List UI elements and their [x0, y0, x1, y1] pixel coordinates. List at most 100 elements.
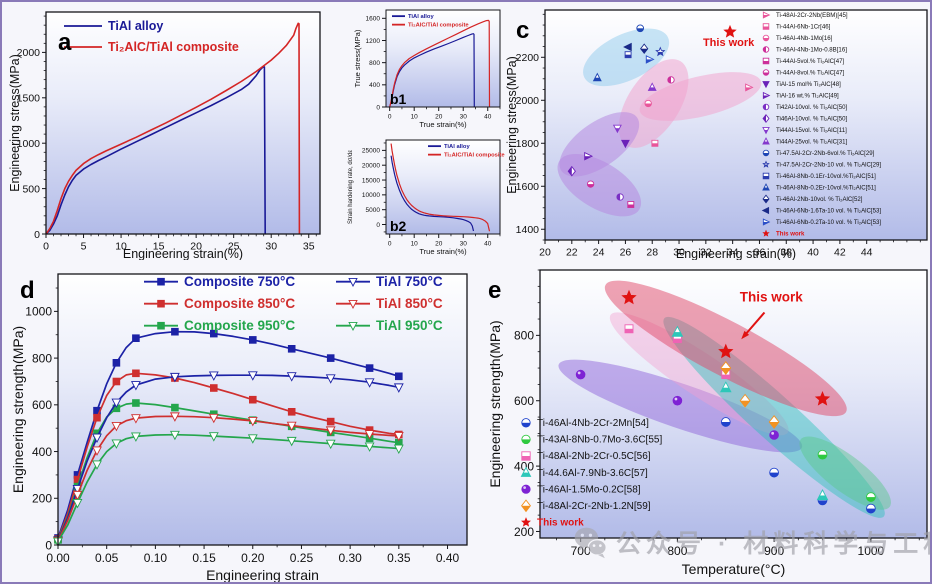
- a-legend: TiAl alloy Ti₂AlC/TiAl composite: [64, 19, 239, 54]
- svg-text:Ti-46Al-8Nb-0.2Er-10vol.%Ti₂Al: Ti-46Al-8Nb-0.2Er-10vol.%Ti₂AlC[51]: [776, 185, 876, 192]
- c-y-axis-title: Engineering stress(MPa): [505, 56, 519, 194]
- series-tial-15-mol-ti-alc-48-: [620, 139, 630, 149]
- svg-text:20000: 20000: [362, 163, 380, 170]
- panel-c-strength-ductility-comparison-chart: 20 22 24 26 28 30 32 34 36 38 40 42 44 1400 1600 1800 20…: [505, 9, 928, 260]
- svg-text:Ti-43Al-8Nb-0.7Mo-3.6C[55]: Ti-43Al-8Nb-0.7Mo-3.6C[55]: [537, 435, 662, 446]
- svg-text:20: 20: [435, 114, 443, 121]
- svg-text:2000: 2000: [17, 47, 41, 59]
- a-axes: 0 5 10 15 20 25 30 35 0 500 1000 1500 2000: [17, 15, 317, 253]
- series-ti-44al-6nb-1cr-46-: [651, 139, 659, 147]
- svg-text:10000: 10000: [362, 192, 380, 199]
- panel-e-strength-temperature-chart: 700 800 900 1000 200 400 600 800 Temperature(°C)…: [487, 269, 928, 577]
- svg-text:Ti₂AlC/TiAl composite: Ti₂AlC/TiAl composite: [444, 153, 505, 159]
- svg-text:This work: This work: [776, 231, 805, 238]
- svg-text:600: 600: [32, 398, 52, 412]
- panel-b2-strain-hardening-chart: 0 10 20 30 40 0 5000 10000 15000 20000 25000 True s…: [348, 139, 505, 256]
- d-y-axis-title: Engineering strength(MPa): [10, 326, 26, 493]
- svg-text:26: 26: [620, 247, 632, 259]
- svg-text:Ti-48Al-2Cr-2Nb-1.2N[59]: Ti-48Al-2Cr-2Nb-1.2N[59]: [537, 501, 651, 512]
- svg-text:0.05: 0.05: [95, 551, 119, 565]
- svg-text:28: 28: [646, 247, 658, 259]
- svg-text:1600: 1600: [366, 16, 381, 23]
- series-tial-alloy: [45, 66, 266, 235]
- b1-x-axis-title: True strain(%): [419, 120, 467, 129]
- svg-text:600: 600: [514, 394, 534, 408]
- svg-text:10: 10: [411, 241, 419, 248]
- panel-a-engineering-stress-strain-chart: 0 5 10 15 20 25 30 350500100015002000Engineerin…: [8, 11, 321, 260]
- svg-text:0: 0: [34, 229, 40, 241]
- svg-text:2000: 2000: [516, 95, 540, 107]
- series-tial-alloy: [390, 155, 475, 232]
- series-this-work: [621, 289, 831, 406]
- series-ti-46al-1-5mo-0-2c-58-: [575, 369, 779, 440]
- svg-text:Ti-46Al-6Nb-0.2Ta-10 vol. % Ti: Ti-46Al-6Nb-0.2Ta-10 vol. % Ti₂AlC[53]: [776, 219, 881, 226]
- svg-text:500: 500: [22, 183, 40, 195]
- e-legend: Ti-46Al-4Nb-2Cr-2Mn[54] Ti-43Al-8Nb-0.7Mo…: [520, 418, 662, 529]
- svg-text:10: 10: [411, 114, 419, 121]
- svg-text:0: 0: [43, 241, 49, 253]
- svg-text:42: 42: [834, 247, 846, 259]
- b2-x-axis-title: True strain(%): [419, 247, 467, 256]
- svg-text:Ti-46Al-4Nb-1Mo-0.8B[16]: Ti-46Al-4Nb-1Mo-0.8B[16]: [776, 47, 847, 54]
- svg-text:200: 200: [514, 525, 534, 539]
- series-ti44al-25vol-ti-alc-31-: [647, 82, 657, 91]
- b1-series: [389, 19, 491, 108]
- svg-text:0.30: 0.30: [338, 551, 362, 565]
- svg-text:0.40: 0.40: [436, 551, 460, 565]
- series-ti-44al-8vol-ti-alc-47-: [586, 180, 595, 188]
- series-ti-47-5al-2cr-2nb-10-vol-ti-alc-29-: [655, 46, 666, 57]
- svg-text:Ti46Al-10vol. % Ti₂AlC[50]: Ti46Al-10vol. % Ti₂AlC[50]: [776, 116, 848, 123]
- series-ti-47-5al-2cr-2nb-6vol-ti-alc-29-: [636, 24, 645, 33]
- b1-legend: TiAl alloy Ti₂AlC/TiAl composite: [392, 14, 469, 29]
- series-ti42al-10vol-ti-alc-50-: [616, 193, 624, 201]
- svg-text:TiAl alloy: TiAl alloy: [108, 19, 163, 33]
- svg-text:30: 30: [673, 247, 685, 259]
- svg-text:Composite 950°C: Composite 950°C: [184, 318, 295, 333]
- e-y-axis-title: Engineering strength(MPa): [487, 320, 503, 487]
- series-ti-43al-8nb-0-7mo-3-6c-55-: [817, 449, 876, 502]
- svg-text:0: 0: [45, 538, 52, 552]
- svg-text:Ti-47.5Al-2Cr-2Nb-6vol.% Ti₂Al: Ti-47.5Al-2Cr-2Nb-6vol.% Ti₂AlC[29]: [776, 150, 875, 157]
- panel-label-d: d: [20, 277, 35, 304]
- svg-text:5000: 5000: [366, 207, 381, 214]
- svg-text:0.35: 0.35: [387, 551, 411, 565]
- svg-text:1600: 1600: [516, 181, 540, 193]
- svg-text:Ti42Al-10vol. % Ti₂AlC[50]: Ti42Al-10vol. % Ti₂AlC[50]: [776, 104, 848, 111]
- annotation-text: This work: [740, 290, 804, 305]
- svg-text:0.20: 0.20: [241, 551, 265, 565]
- svg-text:1000: 1000: [17, 138, 41, 150]
- svg-text:TiAl-16 wt.% Ti₂AlC[49]: TiAl-16 wt.% Ti₂AlC[49]: [776, 93, 839, 100]
- svg-text:15: 15: [153, 241, 165, 253]
- series-ti-46al-4nb-1mo-16-: [644, 99, 652, 108]
- svg-text:Ti-47.5Al-2Cr-2Nb-10 vol. % Ti: Ti-47.5Al-2Cr-2Nb-10 vol. % Ti₂AlC[29]: [776, 162, 881, 169]
- series-ti-46al-4nb-1mo-0-8b-16-: [667, 76, 675, 84]
- svg-text:200: 200: [32, 492, 52, 506]
- svg-text:Ti₂AlC/TiAl composite: Ti₂AlC/TiAl composite: [408, 23, 469, 29]
- svg-text:24: 24: [593, 247, 605, 259]
- panel-label-b1: b1: [390, 91, 407, 107]
- svg-text:Ti44Al-25vol. % Ti₂AlC[31]: Ti44Al-25vol. % Ti₂AlC[31]: [776, 139, 848, 146]
- svg-text:1400: 1400: [516, 224, 540, 236]
- panel-label-e: e: [488, 277, 501, 304]
- svg-text:36: 36: [754, 247, 766, 259]
- svg-text:30: 30: [460, 114, 468, 121]
- svg-text:1000: 1000: [858, 544, 885, 558]
- svg-text:30: 30: [460, 241, 468, 248]
- panel-label-c: c: [516, 17, 529, 44]
- svg-text:20: 20: [435, 241, 443, 248]
- svg-text:0: 0: [376, 222, 380, 229]
- svg-text:400: 400: [369, 82, 380, 89]
- c-axes: 20 22 24 26 28 30 32 34 36 38 40 42 44 1400 1600 1800 20…: [516, 13, 921, 259]
- svg-text:40: 40: [807, 247, 819, 259]
- svg-text:32: 32: [700, 247, 712, 259]
- svg-text:Ti-44Al-6Nb-1Cr[46]: Ti-44Al-6Nb-1Cr[46]: [776, 24, 831, 31]
- series-ti-46al-6nb-0-2ta-10-vol-ti-alc-53-: [645, 55, 655, 64]
- svg-text:400: 400: [514, 459, 534, 473]
- annotation-arrow: [745, 311, 766, 334]
- svg-text:800: 800: [369, 60, 380, 67]
- e-axes: 700 800 900 1000 200 400 600 800: [514, 269, 920, 558]
- b2-series: [390, 143, 491, 232]
- series-tial-950-c: [53, 430, 404, 548]
